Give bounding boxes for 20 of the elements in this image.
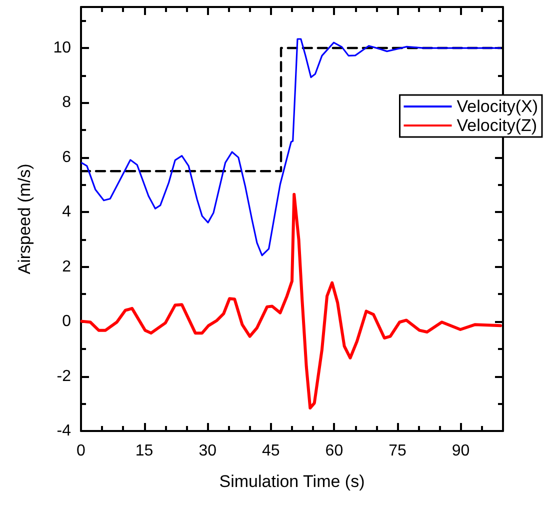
y-tick-label: -2 xyxy=(56,368,72,385)
x-tick-label: 60 xyxy=(325,442,344,460)
y-tick-label: 4 xyxy=(62,204,72,221)
y-tick-label: -4 xyxy=(56,422,72,440)
y-tick-label: 8 xyxy=(62,94,72,112)
y-tick-label: 2 xyxy=(62,258,72,276)
y-tick-label: 0 xyxy=(62,313,72,330)
line-series xyxy=(80,192,502,410)
x-tick-label: 30 xyxy=(198,442,217,460)
y-tick-label: 10 xyxy=(53,40,72,57)
legend-label: Velocity(X) xyxy=(456,97,538,116)
x-tick-label: 90 xyxy=(452,442,470,460)
x-tick-label: 0 xyxy=(76,442,86,460)
x-axis-title: Simulation Time (s) xyxy=(219,472,365,491)
x-tick-label: 45 xyxy=(262,442,280,460)
y-axis-title: Airspeed (m/s) xyxy=(15,164,34,274)
x-tick-label: 15 xyxy=(135,442,154,460)
y-tick-label: 6 xyxy=(62,148,72,166)
legend-label: Velocity(Z) xyxy=(456,116,538,135)
x-tick-label: 75 xyxy=(388,442,406,460)
